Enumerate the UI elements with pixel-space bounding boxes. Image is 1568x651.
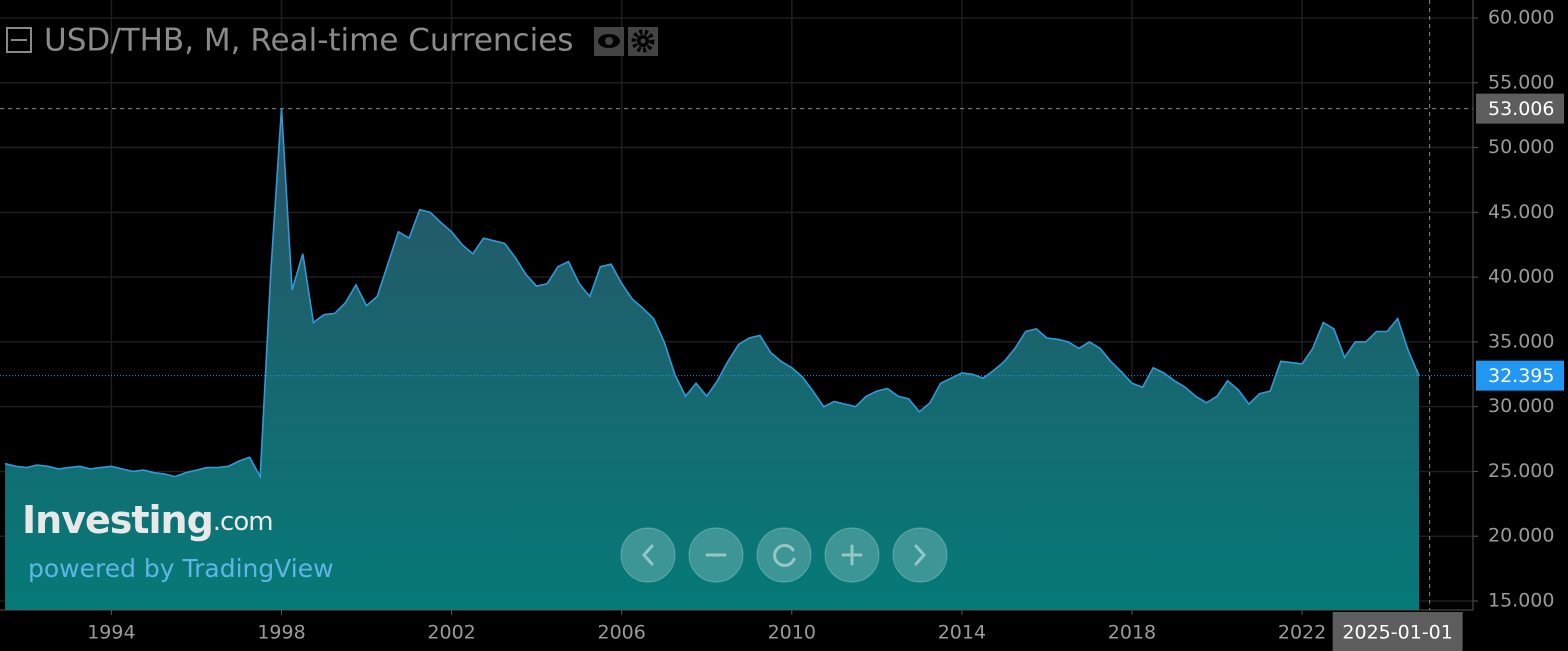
x-tick-label: 1998 xyxy=(257,622,305,644)
reset-icon xyxy=(773,543,796,567)
y-tick-label: 60.000 xyxy=(1488,7,1554,29)
high-label-box xyxy=(1476,93,1564,124)
x-tick-label: 2002 xyxy=(427,622,475,644)
price-line xyxy=(4,108,1420,480)
collapse-button[interactable] xyxy=(6,27,32,53)
right-icon xyxy=(914,544,927,566)
x-tick-label: 2006 xyxy=(598,622,646,644)
y-tick-label: 30.000 xyxy=(1488,395,1554,417)
high-label: 53.006 xyxy=(1488,98,1554,120)
y-tick-label: 20.000 xyxy=(1488,525,1554,547)
gear-icon xyxy=(631,29,655,53)
logo-suffix: .com xyxy=(213,507,273,537)
reset-button[interactable] xyxy=(756,527,812,583)
y-tick-label: 55.000 xyxy=(1488,71,1554,93)
powered-by: powered by TradingView xyxy=(28,554,334,583)
x-tick-label: 2014 xyxy=(938,622,986,644)
scroll-left-button[interactable] xyxy=(620,527,676,583)
area-fill xyxy=(5,108,1420,610)
last-price-label: 32.395 xyxy=(1488,365,1554,387)
plus-icon xyxy=(841,544,863,566)
logo-main: Investing xyxy=(22,498,213,542)
y-tick-label: 50.000 xyxy=(1488,136,1554,158)
last-price-box xyxy=(1476,360,1564,391)
logo: Investing.com xyxy=(22,498,273,542)
y-tick-label: 45.000 xyxy=(1488,201,1554,223)
axes: 15.000 20.000 25.000 30.000 35.000 40.000 45.0… xyxy=(87,7,1564,651)
eye-pupil xyxy=(605,37,613,45)
y-tick-label: 15.000 xyxy=(1488,590,1554,612)
crosshair-date-label: 2025-01-01 xyxy=(1342,622,1452,644)
x-tick-label: 2022 xyxy=(1278,622,1326,644)
scroll-right-button[interactable] xyxy=(892,527,948,583)
y-tick-label: 40.000 xyxy=(1488,266,1554,288)
y-tick-label: 35.000 xyxy=(1488,330,1554,352)
chart-title: USD/THB, M, Real-time Currencies xyxy=(44,23,573,59)
series xyxy=(4,108,1420,610)
x-tick-label: 1994 xyxy=(87,622,135,644)
x-tick-label: 2010 xyxy=(768,622,816,644)
overlay xyxy=(0,0,1473,610)
y-tick-label: 25.000 xyxy=(1488,460,1554,482)
crosshair-date-box xyxy=(1332,612,1463,651)
gear-hole xyxy=(640,38,646,44)
x-tick-label: 2018 xyxy=(1108,622,1156,644)
left-icon xyxy=(641,544,654,566)
